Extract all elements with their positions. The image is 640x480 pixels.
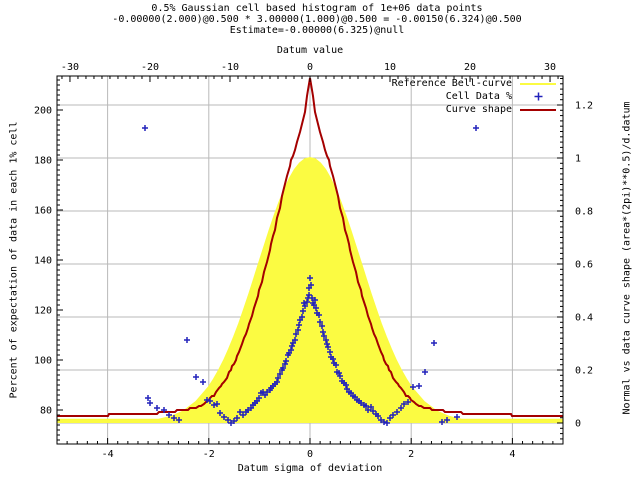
legend-label-bell-curve: Reference Bell-curve — [391, 78, 512, 89]
svg-text:-20: -20 — [141, 62, 159, 73]
bottom-axis-title: Datum sigma of deviation — [237, 463, 383, 474]
svg-text:140: 140 — [34, 256, 52, 267]
svg-text:-30: -30 — [61, 62, 79, 73]
svg-text:20: 20 — [464, 62, 476, 73]
bell-curve-series — [57, 156, 563, 424]
chart-title-line-1: 0.5% Gaussian cell based histogram of 1e… — [151, 3, 483, 14]
svg-text:-10: -10 — [221, 62, 239, 73]
svg-text:-2: -2 — [203, 449, 215, 460]
svg-text:0.8: 0.8 — [575, 206, 593, 217]
svg-text:0.6: 0.6 — [575, 260, 593, 271]
svg-text:2: 2 — [408, 449, 414, 460]
svg-text:0: 0 — [307, 62, 313, 73]
chart-title-line-2: -0.00000(2.000)@0.500 * 3.00000(1.000)@0… — [112, 14, 522, 25]
legend-label-curve-shape: Curve shape — [445, 104, 512, 115]
svg-text:160: 160 — [34, 206, 52, 217]
svg-text:200: 200 — [34, 106, 52, 117]
svg-text:100: 100 — [34, 356, 52, 367]
svg-text:4: 4 — [509, 449, 515, 460]
legend: Reference Bell-curve Cell Data % Curve s… — [392, 77, 556, 116]
svg-text:0: 0 — [307, 449, 313, 460]
svg-text:0.2: 0.2 — [575, 366, 593, 377]
curve-shape-line-swatch-icon — [520, 105, 556, 115]
svg-text:120: 120 — [34, 306, 52, 317]
svg-text:0: 0 — [575, 419, 581, 430]
svg-text:30: 30 — [544, 62, 556, 73]
legend-item-bell-curve: Reference Bell-curve — [392, 77, 556, 90]
legend-label-cell-data: Cell Data % — [445, 91, 512, 102]
svg-text:10: 10 — [384, 62, 396, 73]
svg-text:0.4: 0.4 — [575, 313, 593, 324]
top-axis-title: Datum value — [276, 45, 344, 56]
chart-title-line-3: Estimate=-0.00000(6.325)@null — [229, 25, 405, 36]
cell-data-points — [142, 125, 479, 426]
left-axis-title: Percent of expectation of data in each 1… — [8, 121, 20, 399]
svg-text:1: 1 — [575, 153, 581, 164]
right-axis-title: Normal vs data curve shape (area*(2pi)**… — [621, 101, 633, 415]
legend-item-curve-shape: Curve shape — [392, 103, 556, 116]
tick-labels: -4 -2 0 2 4-30 -20 -10 0 10 20 3080100120140160180… — [34, 62, 593, 460]
bell-curve-line-swatch-icon — [520, 79, 556, 89]
svg-text:180: 180 — [34, 156, 52, 167]
legend-item-cell-data: Cell Data % — [392, 90, 556, 103]
svg-text:-4: -4 — [102, 449, 114, 460]
plus-marker-swatch-icon — [520, 92, 556, 102]
axis-ticks — [56, 76, 564, 444]
svg-text:80: 80 — [40, 406, 52, 417]
svg-text:1.2: 1.2 — [575, 100, 593, 111]
